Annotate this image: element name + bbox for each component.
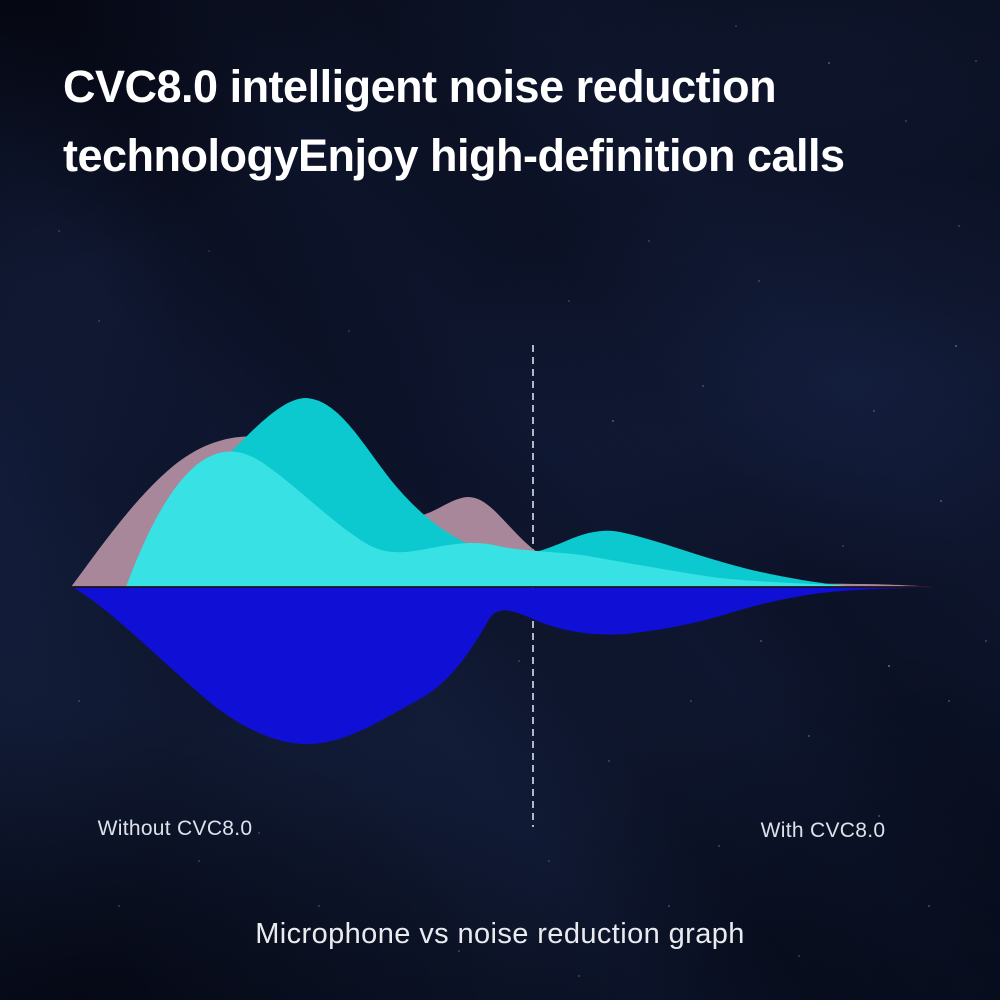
title-line-1: CVC8.0 intelligent noise reduction [63, 61, 777, 112]
graph-caption: Microphone vs noise reduction graph [255, 918, 745, 950]
label-without-cvc: Without CVC8.0 [97, 817, 253, 840]
mirror-wave-blue [74, 588, 930, 745]
mic-wave-cyan-front [126, 451, 856, 587]
page-title: CVC8.0 intelligent noise reduction techn… [63, 52, 845, 190]
label-with-cvc: With CVC8.0 [760, 819, 886, 842]
title-line-2: technologyEnjoy high-definition calls [63, 130, 845, 181]
